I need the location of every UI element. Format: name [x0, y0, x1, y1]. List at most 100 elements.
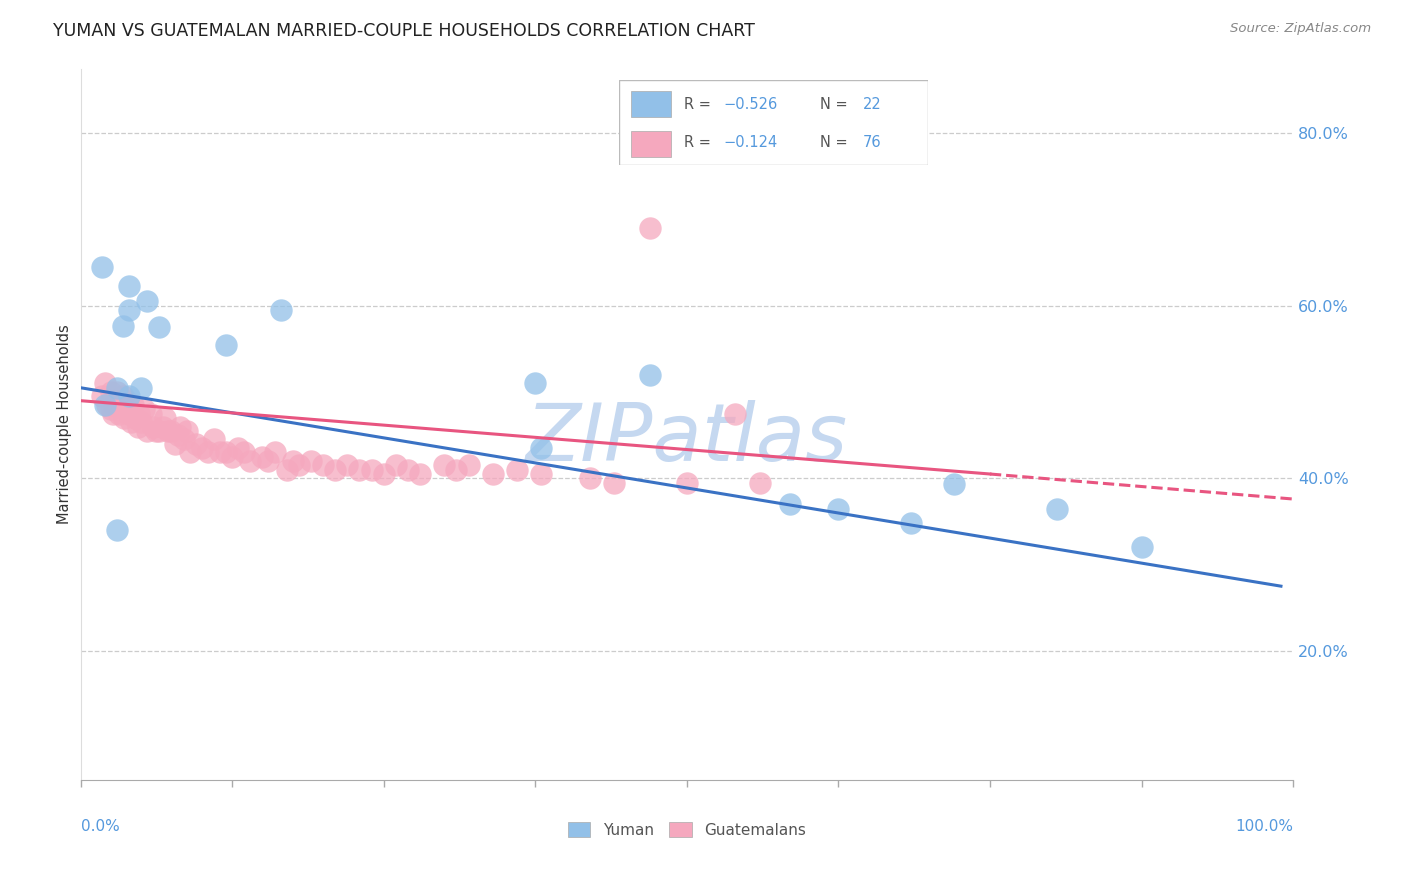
Point — [827, 501, 849, 516]
Point — [105, 381, 128, 395]
Point — [91, 389, 114, 403]
Point — [105, 385, 128, 400]
Point — [129, 415, 152, 429]
Point — [166, 428, 188, 442]
Point — [457, 458, 479, 473]
Point — [299, 454, 322, 468]
Point — [197, 445, 219, 459]
Point — [152, 419, 174, 434]
Point — [105, 523, 128, 537]
Point — [202, 433, 225, 447]
Point — [276, 463, 298, 477]
Point — [446, 463, 468, 477]
Point — [263, 445, 285, 459]
Point — [94, 376, 117, 391]
Point — [110, 398, 132, 412]
Point — [360, 463, 382, 477]
Point — [1046, 501, 1069, 516]
Point — [142, 419, 165, 434]
Point — [145, 424, 167, 438]
Point — [160, 424, 183, 438]
Point — [139, 407, 162, 421]
Point — [433, 458, 456, 473]
Point — [184, 437, 207, 451]
Point — [270, 303, 292, 318]
Point — [409, 467, 432, 481]
Point — [156, 424, 179, 438]
Point — [111, 319, 134, 334]
FancyBboxPatch shape — [631, 91, 671, 117]
Text: 22: 22 — [863, 96, 882, 112]
Point — [603, 475, 626, 490]
FancyBboxPatch shape — [619, 80, 928, 165]
Text: YUMAN VS GUATEMALAN MARRIED-COUPLE HOUSEHOLDS CORRELATION CHART: YUMAN VS GUATEMALAN MARRIED-COUPLE HOUSE… — [53, 22, 755, 40]
Point — [108, 407, 131, 421]
Point — [148, 320, 170, 334]
Point — [112, 411, 135, 425]
Point — [148, 424, 170, 438]
Point — [900, 516, 922, 531]
Point — [100, 402, 122, 417]
Point — [252, 450, 274, 464]
Point — [640, 368, 662, 382]
Point — [323, 463, 346, 477]
Point — [105, 393, 128, 408]
Point — [312, 458, 335, 473]
Point — [373, 467, 395, 481]
Point — [118, 407, 141, 421]
FancyBboxPatch shape — [631, 131, 671, 157]
Point — [530, 441, 553, 455]
Point — [396, 463, 419, 477]
Point — [91, 260, 114, 274]
Point — [281, 454, 304, 468]
Point — [748, 475, 770, 490]
Point — [111, 389, 134, 403]
Point — [128, 407, 150, 421]
Point — [155, 411, 177, 425]
Text: R =: R = — [683, 136, 716, 151]
Point — [103, 398, 125, 412]
Text: 0.0%: 0.0% — [80, 820, 120, 834]
Text: ZIPatlas: ZIPatlas — [526, 400, 848, 477]
Point — [257, 454, 280, 468]
Point — [578, 471, 600, 485]
Point — [215, 337, 238, 351]
Point — [176, 424, 198, 438]
Point — [179, 445, 201, 459]
Point — [226, 441, 249, 455]
Point — [103, 407, 125, 421]
Point — [239, 454, 262, 468]
Point — [724, 407, 747, 421]
Text: −0.526: −0.526 — [724, 96, 778, 112]
Point — [384, 458, 406, 473]
Text: −0.124: −0.124 — [724, 136, 778, 151]
Point — [779, 497, 801, 511]
Point — [221, 450, 243, 464]
Point — [191, 441, 214, 455]
Point — [530, 467, 553, 481]
Point — [506, 463, 529, 477]
Point — [481, 467, 503, 481]
Point — [127, 419, 149, 434]
Point — [288, 458, 311, 473]
Point — [94, 398, 117, 412]
Point — [120, 415, 142, 429]
Point — [124, 411, 146, 425]
Point — [336, 458, 359, 473]
Point — [118, 402, 141, 417]
Y-axis label: Married-couple Households: Married-couple Households — [58, 325, 72, 524]
Point — [118, 303, 141, 318]
Point — [118, 389, 141, 403]
Point — [640, 221, 662, 235]
Text: N =: N = — [820, 136, 852, 151]
Point — [132, 402, 155, 417]
Text: Source: ZipAtlas.com: Source: ZipAtlas.com — [1230, 22, 1371, 36]
Point — [524, 376, 547, 391]
Point — [100, 385, 122, 400]
Point — [136, 294, 159, 309]
Point — [942, 477, 965, 491]
Text: 76: 76 — [863, 136, 882, 151]
Point — [121, 398, 143, 412]
Point — [1130, 541, 1153, 555]
Point — [165, 437, 187, 451]
